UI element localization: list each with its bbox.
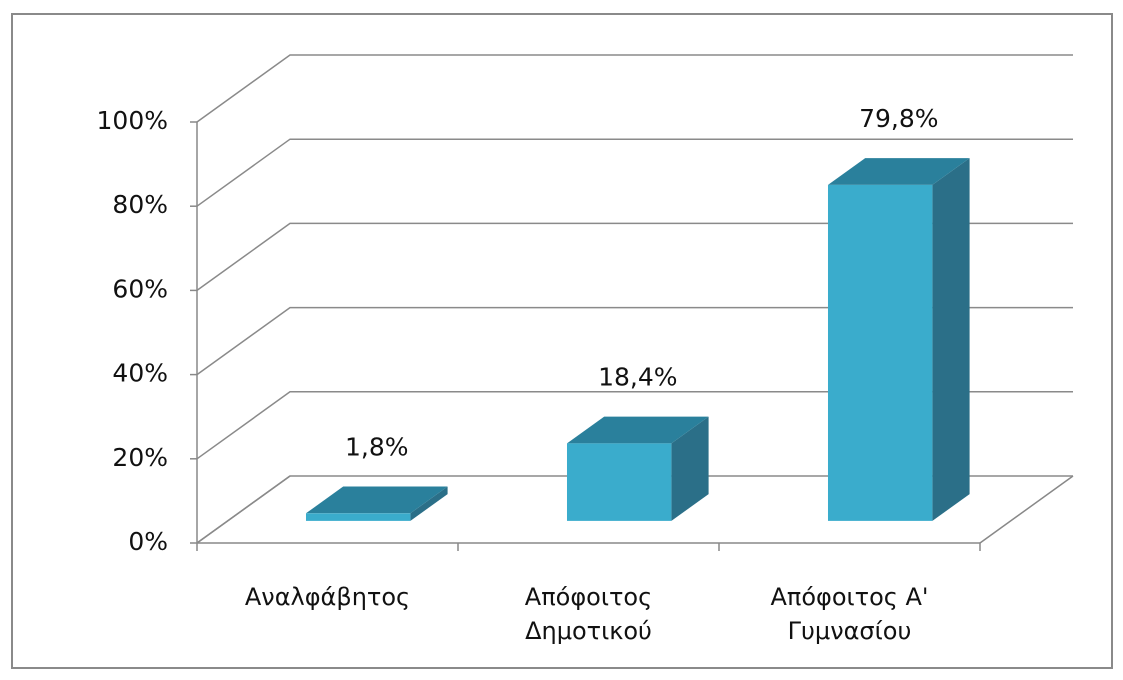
value-label: 18,4%	[598, 363, 677, 392]
grid-line	[196, 391, 1073, 460]
x-tick-label: Απόφοιτος	[525, 583, 652, 611]
value-label: 79,8%	[859, 104, 938, 133]
x-tick-label: Γυμνασίου	[788, 617, 912, 645]
value-label: 1,8%	[345, 433, 409, 462]
x-tick-label: Απόφοιτος Α'	[770, 583, 928, 611]
bar-side	[671, 416, 709, 521]
floor-edge	[979, 475, 1074, 544]
bar-top	[827, 158, 970, 185]
grid-line	[196, 54, 1073, 123]
y-tick-label: 40%	[112, 359, 168, 388]
bar-side	[932, 158, 970, 521]
bar	[566, 443, 672, 521]
grid-line	[196, 475, 1073, 544]
bar	[827, 184, 933, 521]
bar	[305, 513, 411, 521]
y-tick-label: 80%	[112, 190, 168, 219]
y-tick-label: 60%	[112, 274, 168, 303]
x-tick-label: Δημοτικού	[525, 617, 652, 645]
bar-top	[566, 416, 709, 444]
bar-side	[410, 486, 448, 521]
y-tick-label: 0%	[128, 527, 168, 556]
grid-line	[196, 306, 1073, 376]
grid-line	[196, 138, 1073, 207]
y-tick-label: 100%	[97, 106, 168, 135]
bar-top	[305, 486, 448, 514]
y-tick-label: 20%	[112, 443, 168, 472]
grid-line	[196, 222, 1073, 292]
x-tick-label: Αναλφάβητος	[245, 583, 410, 611]
